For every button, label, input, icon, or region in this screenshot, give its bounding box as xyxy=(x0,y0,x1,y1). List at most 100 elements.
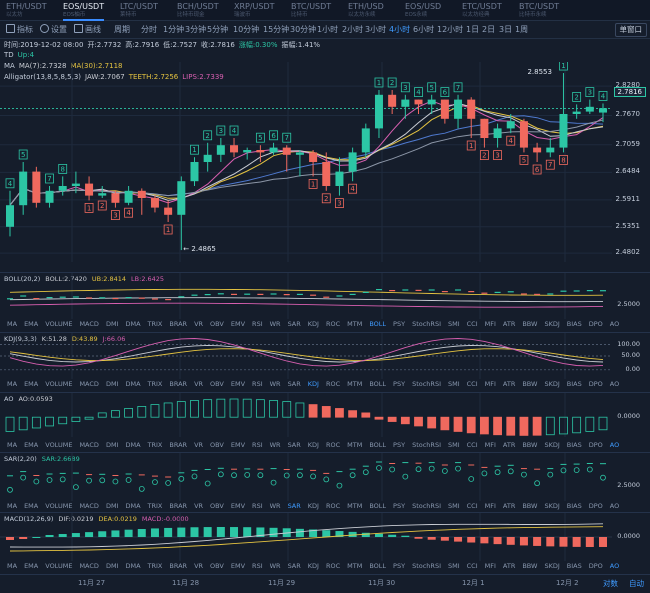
period-7[interactable]: 1小时 xyxy=(317,25,339,34)
indicator-option-kdj[interactable]: KDJ xyxy=(307,320,319,328)
indicator-option-psy[interactable]: PSY xyxy=(393,562,406,570)
indicator-option-rsi[interactable]: RSI xyxy=(252,502,263,510)
indicator-option-mfi[interactable]: MFI xyxy=(484,441,496,449)
indicator-option-dmi[interactable]: DMI xyxy=(105,502,119,510)
indicator-option-ema[interactable]: EMA xyxy=(24,441,39,449)
indicator-option-emv[interactable]: EMV xyxy=(230,320,246,328)
sar-panel-chart[interactable] xyxy=(0,453,650,501)
indicator-option-rsi[interactable]: RSI xyxy=(252,380,263,388)
indicator-option-ao[interactable]: AO xyxy=(609,562,620,570)
indicator-option-macd[interactable]: MACD xyxy=(79,441,99,449)
indicator-option-wr[interactable]: WR xyxy=(269,562,281,570)
tab-bch-usdt-3[interactable]: BCH/USDT 比特币现金 xyxy=(177,2,219,19)
indicator-option-boll[interactable]: BOLL xyxy=(369,441,387,449)
tab-etc-usdt-8[interactable]: ETC/USDT 以太坊经典 xyxy=(462,2,502,19)
indicator-option-cci[interactable]: CCI xyxy=(466,502,478,510)
indicator-option-dma[interactable]: DMA xyxy=(125,502,141,510)
indicator-option-stochrsi[interactable]: StochRSI xyxy=(412,320,441,328)
candle-body[interactable] xyxy=(427,99,436,105)
indicator-option-volume[interactable]: VOLUME xyxy=(45,320,73,328)
indicator-option-obv[interactable]: OBV xyxy=(210,320,224,328)
period-1[interactable]: 1分钟 xyxy=(163,25,185,34)
indicator-option-ema[interactable]: EMA xyxy=(24,320,39,328)
indicator-option-trix[interactable]: TRIX xyxy=(147,562,163,570)
indicator-option-wr[interactable]: WR xyxy=(269,502,281,510)
indicator-option-ma[interactable]: MA xyxy=(7,320,18,328)
period-16[interactable]: 1周 xyxy=(515,25,529,34)
candle-body[interactable] xyxy=(414,99,423,105)
indicator-option-rsi[interactable]: RSI xyxy=(252,320,263,328)
indicator-option-emv[interactable]: EMV xyxy=(230,441,246,449)
indicator-option-ao[interactable]: AO xyxy=(609,380,620,388)
indicator-option-rsi[interactable]: RSI xyxy=(252,562,263,570)
candle-body[interactable] xyxy=(559,114,568,148)
indicator-option-macd[interactable]: MACD xyxy=(79,502,99,510)
single-window-button[interactable]: 单窗口 xyxy=(614,23,647,37)
indicator-option-dma[interactable]: DMA xyxy=(125,441,141,449)
candle-body[interactable] xyxy=(124,190,133,203)
indicator-option-bias[interactable]: BIAS xyxy=(566,380,582,388)
candle-body[interactable] xyxy=(440,99,449,119)
period-8[interactable]: 2小时 xyxy=(342,25,364,34)
indicator-option-trix[interactable]: TRIX xyxy=(147,320,163,328)
period-13[interactable]: 1日 xyxy=(466,25,480,34)
indicator-option-mtm[interactable]: MTM xyxy=(347,562,363,570)
candle-body[interactable] xyxy=(348,152,357,172)
indicator-option-ema[interactable]: EMA xyxy=(24,502,39,510)
candle-body[interactable] xyxy=(454,99,463,119)
indicator-option-mfi[interactable]: MFI xyxy=(484,380,496,388)
candle-body[interactable] xyxy=(388,94,397,107)
indicator-option-dpo[interactable]: DPO xyxy=(588,380,603,388)
indicator-option-psy[interactable]: PSY xyxy=(393,380,406,388)
indicator-option-mtm[interactable]: MTM xyxy=(347,320,363,328)
indicator-option-skdj[interactable]: SKDJ xyxy=(544,502,560,510)
indicator-option-rsi[interactable]: RSI xyxy=(252,441,263,449)
indicator-option-dmi[interactable]: DMI xyxy=(105,380,119,388)
indicator-option-mfi[interactable]: MFI xyxy=(484,320,496,328)
indicator-option-emv[interactable]: EMV xyxy=(230,502,246,510)
indicator-option-mtm[interactable]: MTM xyxy=(347,441,363,449)
candle-body[interactable] xyxy=(401,99,410,107)
indicator-option-sar[interactable]: SAR xyxy=(287,562,301,570)
indicator-option-vr[interactable]: VR xyxy=(194,562,204,570)
indicator-option-dmi[interactable]: DMI xyxy=(105,320,119,328)
indicator-option-bias[interactable]: BIAS xyxy=(566,320,582,328)
candle-body[interactable] xyxy=(533,147,542,153)
indicator-option-volume[interactable]: VOLUME xyxy=(45,380,73,388)
indicator-option-cci[interactable]: CCI xyxy=(466,320,478,328)
indicator-option-cci[interactable]: CCI xyxy=(466,441,478,449)
candle-body[interactable] xyxy=(164,207,173,215)
indicator-option-macd[interactable]: MACD xyxy=(79,380,99,388)
indicator-option-brar[interactable]: BRAR xyxy=(169,380,188,388)
indicator-option-bbw[interactable]: BBW xyxy=(522,562,538,570)
indicator-option-kdj[interactable]: KDJ xyxy=(307,502,319,510)
indicator-option-wr[interactable]: WR xyxy=(269,380,281,388)
indicator-option-skdj[interactable]: SKDJ xyxy=(544,441,560,449)
indicator-option-boll[interactable]: BOLL xyxy=(369,380,387,388)
candle-body[interactable] xyxy=(467,99,476,119)
indicator-option-dmi[interactable]: DMI xyxy=(105,441,119,449)
indicator-option-bias[interactable]: BIAS xyxy=(566,502,582,510)
period-6[interactable]: 30分钟 xyxy=(290,25,317,34)
period-5[interactable]: 15分钟 xyxy=(263,25,290,34)
tab-btc-usdt-9[interactable]: BTC/USDT 比特币永续 xyxy=(519,2,559,19)
indicator-option-bias[interactable]: BIAS xyxy=(566,441,582,449)
candle-body[interactable] xyxy=(177,181,186,215)
candle-body[interactable] xyxy=(361,128,370,153)
candle-body[interactable] xyxy=(137,190,146,198)
period-14[interactable]: 2日 xyxy=(482,25,496,34)
indicator-option-atr[interactable]: ATR xyxy=(502,502,516,510)
indicator-option-ema[interactable]: EMA xyxy=(24,380,39,388)
indicator-option-smi[interactable]: SMI xyxy=(447,502,460,510)
indicator-option-sar[interactable]: SAR xyxy=(287,441,301,449)
candle-body[interactable] xyxy=(493,128,502,138)
indicator-option-wr[interactable]: WR xyxy=(269,320,281,328)
candle-body[interactable] xyxy=(58,186,67,191)
indicator-option-atr[interactable]: ATR xyxy=(502,320,516,328)
indicator-option-ma[interactable]: MA xyxy=(7,441,18,449)
indicator-option-skdj[interactable]: SKDJ xyxy=(544,562,560,570)
indicator-option-bbw[interactable]: BBW xyxy=(522,502,538,510)
indicator-option-stochrsi[interactable]: StochRSI xyxy=(412,441,441,449)
candle-body[interactable] xyxy=(480,118,489,138)
